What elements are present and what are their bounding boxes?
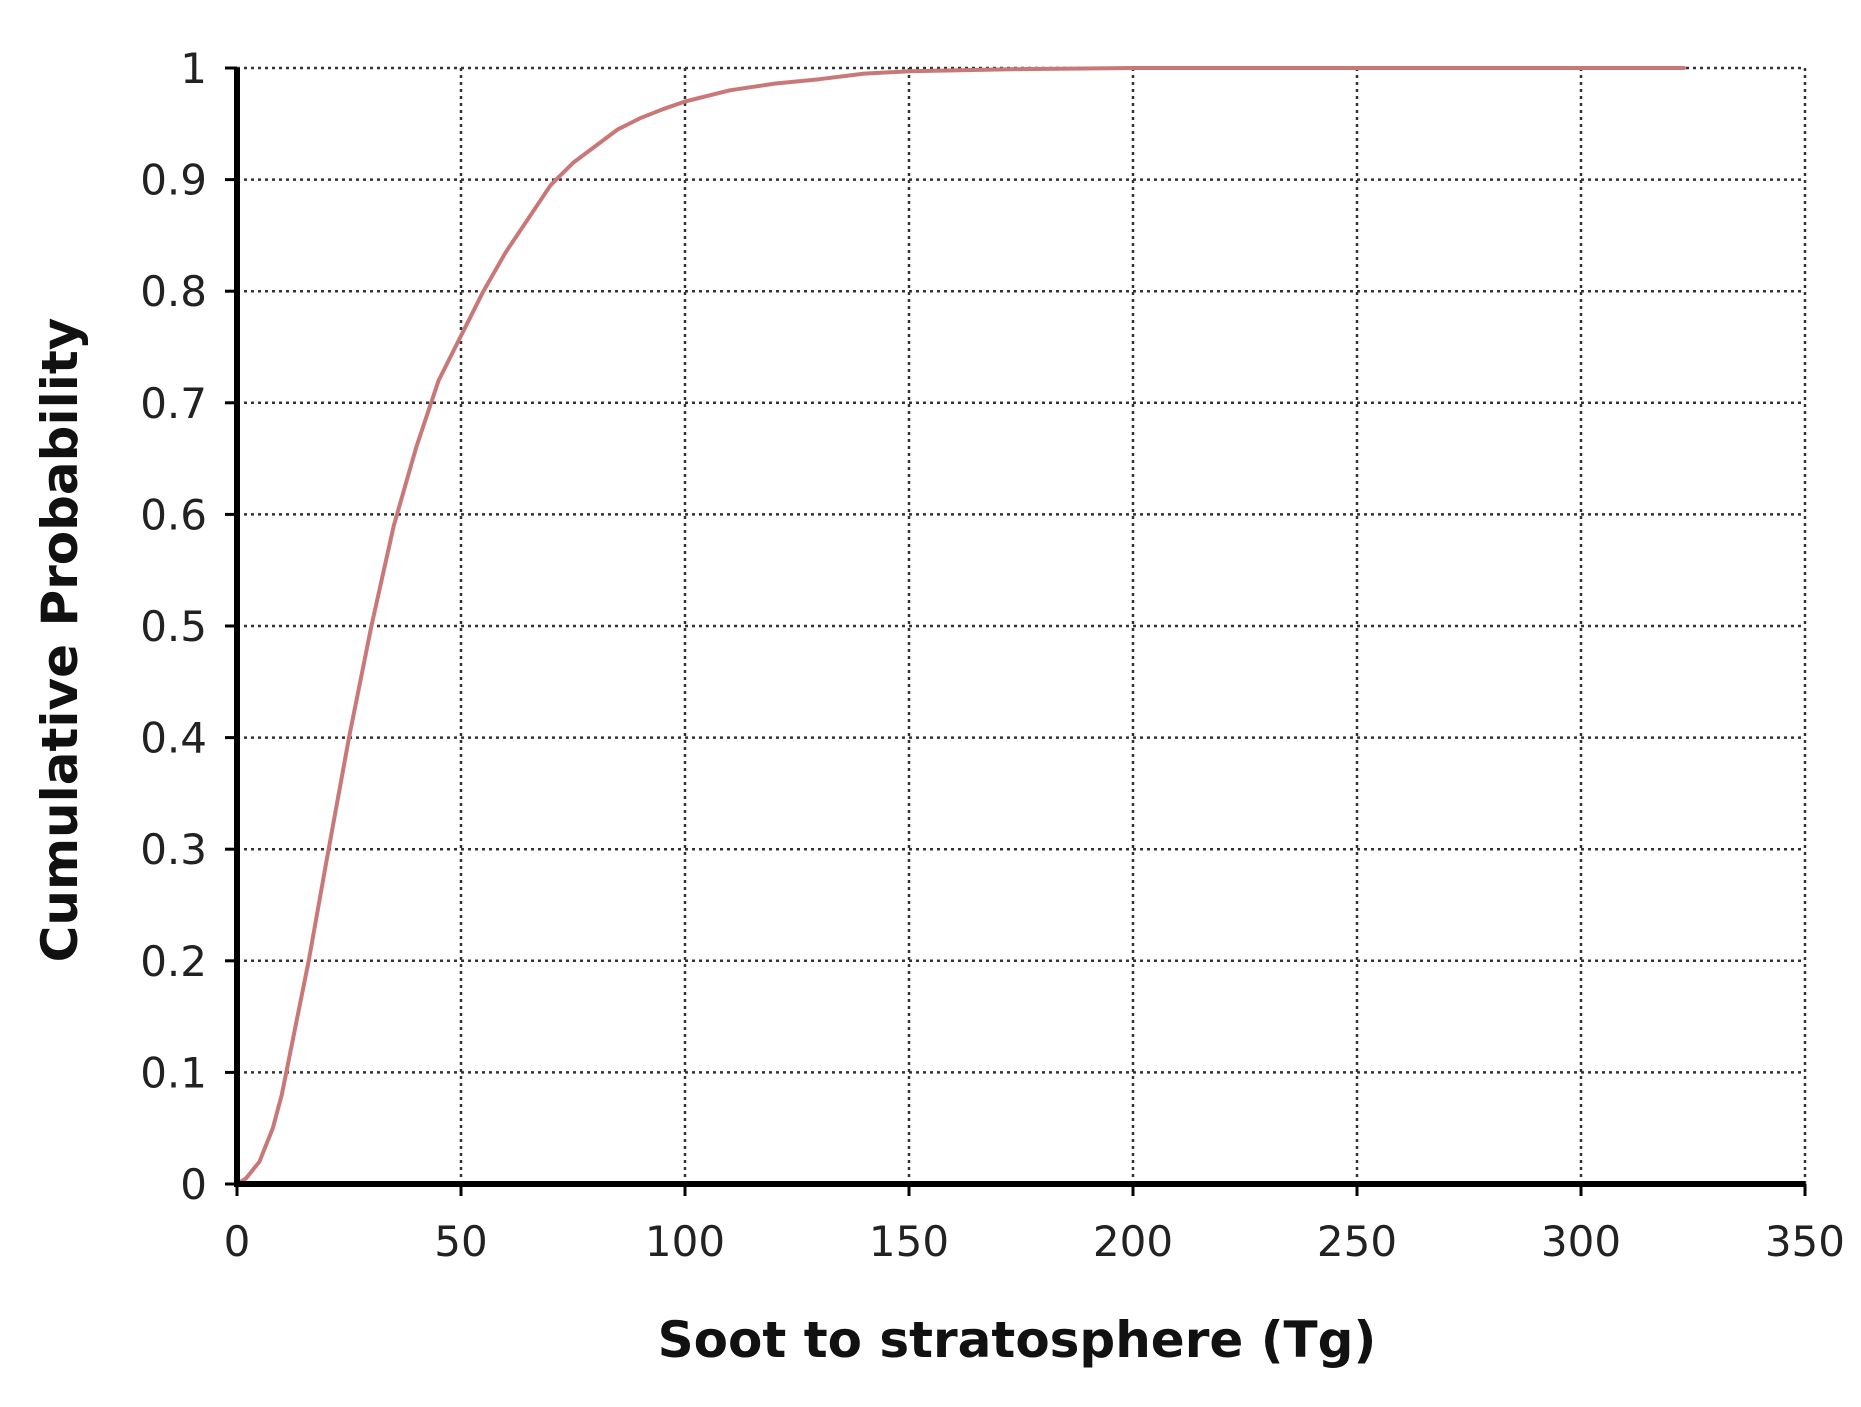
tick-labels: 0 0.1 0.2 0.3 0.4 0.5 0.6 0.7 0.8 0.9 1 0 50 100 150 20…	[140, 44, 1845, 1266]
axes	[225, 66, 1807, 1196]
y-tick-label: 1	[180, 44, 207, 93]
y-tick-label: 0.5	[140, 602, 207, 651]
y-tick-label: 0.6	[140, 490, 207, 539]
y-tick-label: 0.9	[140, 156, 207, 205]
y-tick-label: 0.2	[140, 937, 207, 986]
x-tick-label: 350	[1765, 1217, 1845, 1266]
y-tick-label: 0	[180, 1160, 207, 1209]
grid	[237, 66, 1807, 1184]
x-tick-label: 200	[1093, 1217, 1173, 1266]
x-tick-label: 0	[224, 1217, 251, 1266]
x-tick-label: 300	[1541, 1217, 1621, 1266]
y-axis-title: Cumulative Probability	[31, 318, 89, 963]
y-tick-label: 0.4	[140, 714, 207, 763]
x-axis-title: Soot to stratosphere (Tg)	[658, 1311, 1377, 1369]
y-tick-label: 0.8	[140, 267, 207, 316]
x-tick-label: 250	[1317, 1217, 1397, 1266]
y-tick-label: 0.1	[140, 1048, 207, 1097]
x-tick-label: 100	[645, 1217, 725, 1266]
y-tick-label: 0.3	[140, 825, 207, 874]
series-line	[235, 66, 1686, 1186]
series-layer	[235, 66, 1686, 1186]
x-tick-label: 150	[869, 1217, 949, 1266]
y-tick-label: 0.7	[140, 379, 207, 428]
x-tick-label: 50	[434, 1217, 487, 1266]
